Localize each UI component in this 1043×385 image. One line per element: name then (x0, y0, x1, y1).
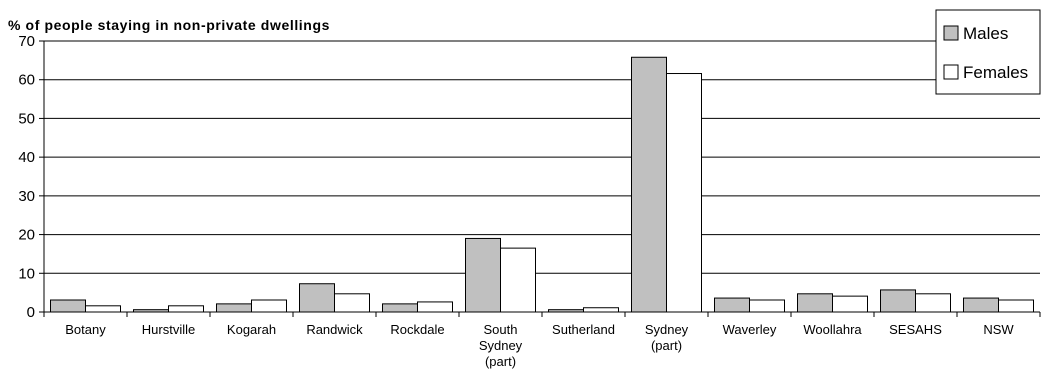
y-tick-label: 40 (18, 149, 35, 166)
x-tick-label: Hurstville (142, 322, 195, 337)
y-axis-ticks: 0 10 20 30 40 50 60 70 (18, 33, 44, 321)
bar-males-botany (50, 299, 86, 313)
bar-males-woollahra (797, 293, 833, 313)
x-tick-label: Woollahra (803, 322, 862, 337)
legend-label-females: Females (963, 63, 1028, 82)
x-tick-label: Rockdale (390, 322, 444, 337)
bar-males-randwick (299, 283, 335, 313)
bar-females-hurstville (168, 305, 204, 313)
x-tick-label: Sydney (645, 322, 689, 337)
bar-females-woollahra (832, 295, 868, 313)
bar-males-sydney (631, 56, 667, 313)
x-tick-label: South (484, 322, 518, 337)
x-tick-label: Botany (65, 322, 106, 337)
bar-females-nsw (998, 299, 1034, 313)
y-tick-label: 30 (18, 188, 35, 205)
legend-box (935, 9, 1041, 95)
x-axis-ticks: Botany Hurstville Kogarah Randwick Rockdale S… (43, 312, 1041, 369)
bar-males-kogarah (216, 303, 252, 313)
bar-males-sesahs (880, 289, 916, 313)
y-tick-label: 10 (18, 265, 35, 282)
bar-males-south (465, 237, 501, 313)
bar-females-botany (85, 305, 121, 313)
y-tick-label: 60 (18, 72, 35, 89)
x-tick-label: Kogarah (227, 322, 276, 337)
x-tick-label: Sydney (479, 338, 523, 353)
x-tick-label: Sutherland (552, 322, 615, 337)
legend-label-males: Males (963, 24, 1008, 43)
axes (43, 41, 1040, 313)
y-tick-label: 20 (18, 227, 35, 244)
x-tick-label: NSW (983, 322, 1014, 337)
bar-males-waverley (714, 297, 750, 313)
bar-females-waverley (749, 299, 785, 313)
x-tick-label: (part) (485, 354, 516, 369)
y-tick-label: 50 (18, 110, 35, 127)
bars (50, 56, 1034, 313)
gridlines (44, 40, 1040, 274)
bar-males-nsw (963, 297, 999, 313)
bar-females-randwick (334, 293, 370, 313)
legend: Males Females (935, 9, 1041, 95)
y-tick-label: 0 (27, 304, 35, 321)
bar-females-kogarah (251, 299, 287, 313)
x-tick-label: Randwick (306, 322, 363, 337)
bar-females-sutherland (583, 307, 619, 313)
x-tick-label: Waverley (723, 322, 777, 337)
legend-swatch-females (943, 64, 959, 80)
bar-females-rockdale (417, 301, 453, 313)
x-tick-label: (part) (651, 338, 682, 353)
y-tick-label: 70 (18, 33, 35, 50)
bar-females-south (500, 247, 536, 313)
bar-females-sesahs (915, 293, 951, 313)
bar-females-sydney (666, 73, 702, 313)
bar-males-rockdale (382, 303, 418, 313)
legend-swatch-males (943, 25, 959, 41)
x-tick-label: SESAHS (889, 322, 942, 337)
chart-title: % of people staying in non-private dwell… (8, 17, 330, 33)
